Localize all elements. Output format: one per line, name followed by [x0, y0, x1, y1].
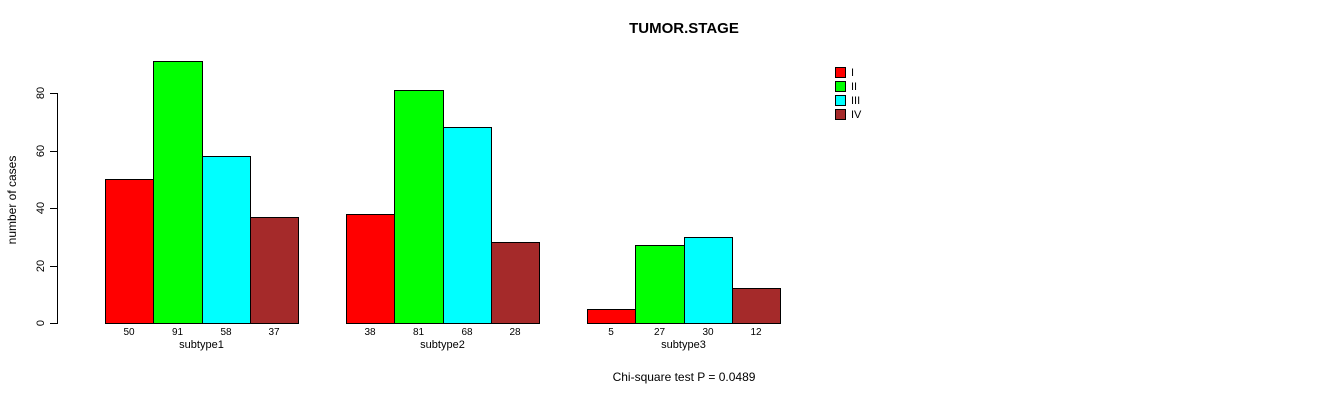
bar-subtype2-II	[394, 90, 444, 324]
y-tick-label: 80	[35, 86, 47, 100]
chi-square-annotation: Chi-square test P = 0.0489	[612, 370, 756, 384]
bar-value-subtype1-III: 58	[220, 327, 232, 338]
bar-value-subtype1-I: 50	[123, 327, 135, 338]
bar-value-subtype3-I: 5	[608, 327, 614, 338]
y-tick-label: 0	[35, 319, 47, 327]
bar-value-subtype2-I: 38	[364, 327, 376, 338]
category-label-subtype2: subtype2	[420, 339, 465, 351]
legend-swatch-II	[835, 81, 846, 92]
legend-label-IV: IV	[851, 108, 862, 121]
y-tick-mark	[50, 208, 57, 209]
bar-subtype3-II	[635, 245, 685, 324]
bar-subtype3-I	[587, 309, 636, 324]
chart-title: TUMOR.STAGE	[629, 20, 739, 37]
bar-subtype1-I	[105, 179, 154, 324]
bar-subtype2-IV	[491, 242, 540, 324]
y-tick-label: 60	[35, 144, 47, 157]
legend-label-III: III	[851, 94, 861, 107]
bar-value-subtype2-II: 81	[412, 327, 425, 338]
legend-swatch-III	[835, 95, 846, 106]
category-label-subtype1: subtype1	[179, 339, 224, 351]
y-axis-title: number of cases	[5, 155, 19, 245]
y-tick-label: 40	[35, 201, 47, 215]
bar-value-subtype2-III: 68	[461, 327, 473, 338]
bar-subtype2-III	[443, 127, 492, 324]
legend-label-I: I	[851, 66, 855, 79]
y-axis-line	[57, 93, 58, 324]
bar-subtype1-II	[153, 61, 203, 324]
bar-value-subtype3-III: 30	[702, 327, 714, 338]
y-tick-mark	[50, 150, 57, 152]
bar-subtype3-III	[684, 237, 733, 324]
bar-value-subtype3-IV: 12	[750, 327, 762, 338]
bar-value-subtype1-IV: 37	[268, 327, 280, 338]
y-tick-mark	[50, 323, 57, 324]
bar-subtype1-III	[202, 156, 251, 324]
bar-value-subtype3-II: 27	[653, 327, 666, 338]
legend-swatch-IV	[835, 109, 846, 120]
bar-value-subtype1-II: 91	[171, 327, 184, 338]
legend-label-II: II	[851, 80, 858, 93]
y-tick-label: 20	[35, 259, 47, 272]
category-label-subtype3: subtype3	[661, 339, 706, 351]
bar-subtype2-I	[346, 214, 395, 324]
y-tick-mark	[50, 93, 57, 94]
y-tick-mark	[50, 265, 57, 267]
bar-value-subtype2-IV: 28	[509, 327, 521, 338]
bar-subtype1-IV	[250, 217, 299, 324]
legend-swatch-I	[835, 67, 846, 78]
bar-subtype3-IV	[732, 288, 781, 324]
